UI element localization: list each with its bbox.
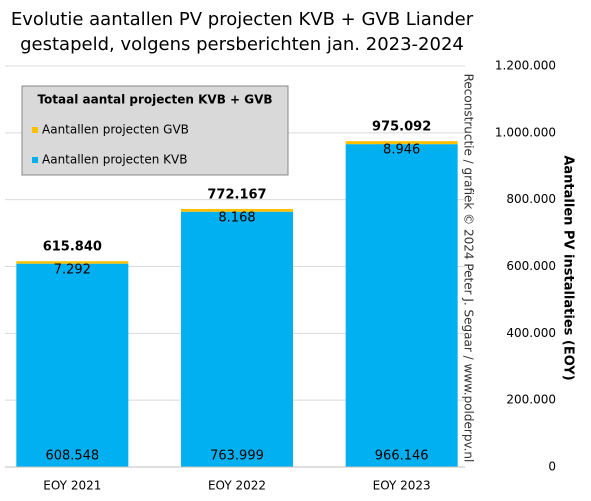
legend-swatch — [32, 127, 38, 133]
y-tick-label: 1.000.000 — [495, 125, 556, 139]
y-tick-label: 400.000 — [506, 326, 556, 340]
value-label: 8.946 — [383, 143, 420, 158]
y-axis-label: Aantallen PV installaties (EOY) — [561, 155, 576, 380]
chart-title: gestapeld, volgens persberichten jan. 20… — [20, 34, 464, 55]
credit: Reconstructie / grafiek © 2024 Peter J. … — [462, 74, 476, 463]
total-label: 975.092 — [372, 120, 431, 135]
legend-title: Totaal aantal projecten KVB + GVB — [37, 93, 272, 107]
bar-segment — [16, 263, 129, 467]
y-tick-label: 200.000 — [506, 393, 556, 407]
legend-label: Aantallen projecten GVB — [42, 123, 189, 137]
y-tick-label: 0 — [548, 460, 556, 474]
x-tick-label: EOY 2021 — [43, 479, 101, 493]
value-label: 8.168 — [218, 210, 255, 225]
y-tick-label: 1.200.000 — [495, 59, 556, 73]
legend-swatch — [32, 157, 38, 163]
bar-segment — [345, 144, 458, 467]
total-label: 772.167 — [207, 187, 266, 202]
bar-segment — [181, 208, 293, 212]
y-tick-label: 800.000 — [506, 192, 556, 206]
bar-segment — [181, 211, 293, 467]
bar-segment — [16, 261, 129, 264]
x-tick-label: EOY 2023 — [373, 479, 431, 493]
chart-title: Evolutie aantallen PV projecten KVB + GV… — [11, 9, 474, 30]
value-label: 763.999 — [210, 449, 264, 464]
legend-label: Aantallen projecten KVB — [42, 153, 187, 167]
value-label: 966.146 — [375, 449, 429, 464]
bar-segment — [345, 141, 458, 145]
value-label: 7.292 — [54, 263, 91, 278]
y-tick-label: 600.000 — [506, 259, 556, 273]
total-label: 615.840 — [43, 240, 102, 255]
x-tick-label: EOY 2022 — [208, 479, 266, 493]
legend-box — [21, 85, 289, 176]
value-label: 608.548 — [45, 449, 99, 464]
